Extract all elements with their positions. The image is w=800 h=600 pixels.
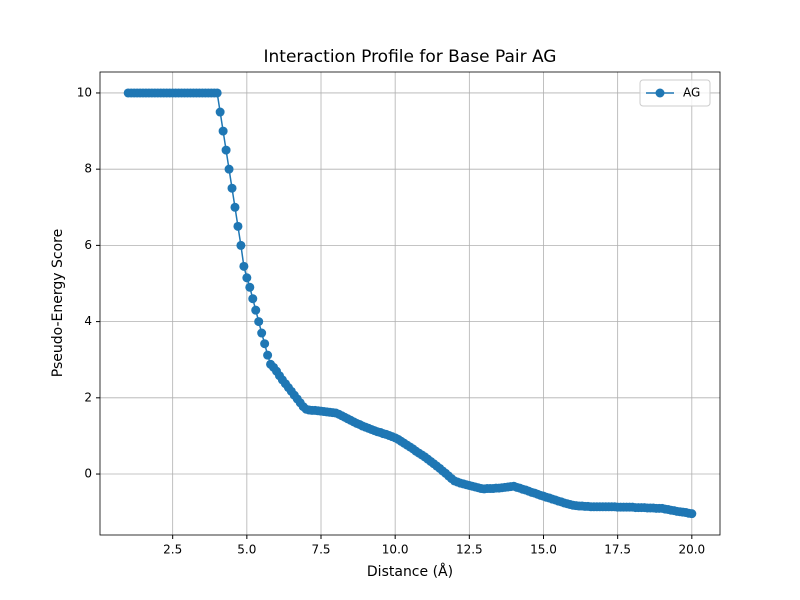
marker [215, 107, 225, 117]
marker [260, 339, 270, 349]
chart-title: Interaction Profile for Base Pair AG [263, 47, 556, 67]
x-tick-label: 2.5 [163, 543, 182, 557]
marker [218, 126, 228, 136]
marker [248, 294, 258, 304]
legend-marker [655, 88, 665, 98]
x-tick-label: 20.0 [678, 543, 705, 557]
marker [212, 88, 222, 98]
marker [257, 328, 267, 338]
marker [236, 240, 246, 250]
x-tick-label: 17.5 [604, 543, 631, 557]
marker [254, 317, 264, 327]
y-tick-label: 8 [84, 162, 92, 176]
marker [263, 350, 273, 360]
y-tick-label: 2 [84, 390, 92, 404]
y-axis-label: Pseudo-Energy Score [50, 229, 66, 377]
y-tick-label: 6 [84, 238, 92, 252]
x-tick-label: 10.0 [382, 543, 409, 557]
marker [251, 305, 261, 315]
marker [224, 164, 234, 174]
marker [245, 282, 255, 292]
x-tick-label: 15.0 [530, 543, 557, 557]
marker [239, 261, 249, 271]
marker [687, 509, 697, 519]
legend-box [639, 79, 711, 107]
marker [230, 202, 240, 212]
x-tick-label: 12.5 [456, 543, 483, 557]
marker [227, 183, 237, 193]
y-tick-label: 10 [77, 85, 92, 99]
x-tick-label: 7.5 [311, 543, 330, 557]
x-axis-label: Distance (Å) [367, 563, 453, 580]
y-tick-label: 0 [84, 467, 92, 481]
legend-label: AG [683, 86, 700, 100]
marker [221, 145, 231, 155]
marker [242, 273, 252, 283]
y-tick-label: 4 [84, 314, 92, 328]
marker [233, 221, 243, 231]
plot-frame [99, 71, 721, 536]
x-tick-label: 5.0 [237, 543, 256, 557]
